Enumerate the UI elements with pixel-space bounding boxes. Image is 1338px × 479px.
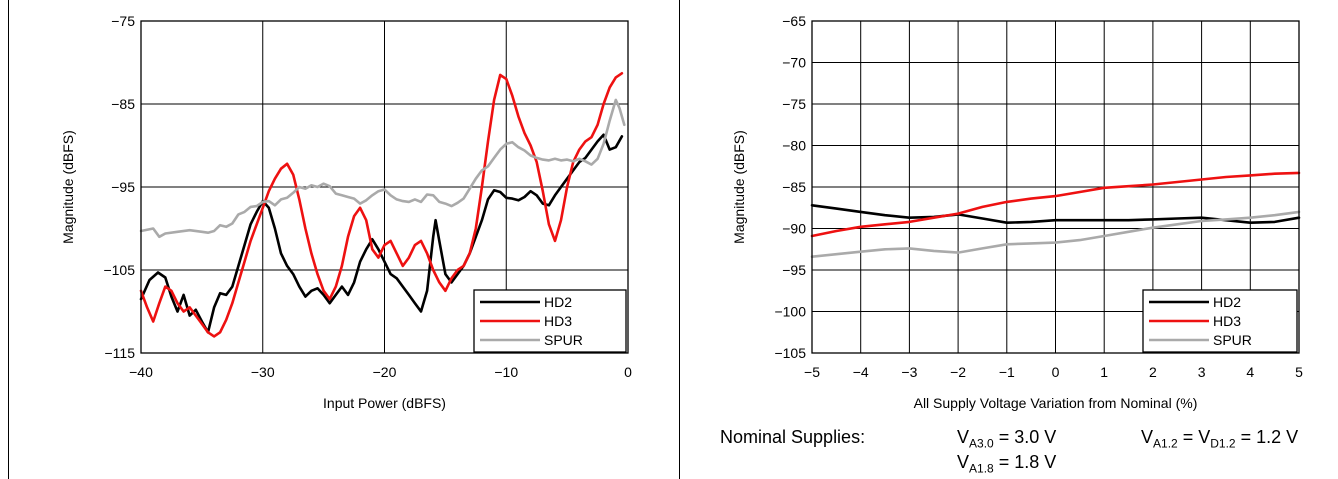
- supply-d12-symbol: = V: [1177, 427, 1211, 447]
- right-y-axis-label: Magnitude (dBFS): [731, 130, 747, 244]
- supply-a12-subscript: A1.2: [1153, 436, 1178, 451]
- right-series-hd3-line: [810, 171, 1301, 238]
- left-legend-label-hd3: HD3: [544, 313, 572, 329]
- right-y-tick-label: −85: [782, 179, 806, 195]
- left-x-tick-label: −30: [251, 364, 275, 380]
- supply-d12-subscript: D1.2: [1210, 436, 1236, 451]
- supply-a18-symbol: V: [957, 452, 970, 472]
- right-x-tick-label: 2: [1149, 364, 1157, 380]
- right-y-tick-label: −90: [782, 221, 806, 237]
- right-y-tick-label: −105: [774, 345, 806, 361]
- left-x-tick-label: −10: [494, 364, 518, 380]
- right-legend-label-hd3: HD3: [1213, 313, 1241, 329]
- right-x-tick-label: −2: [950, 364, 966, 380]
- right-series-spur-line: [810, 210, 1301, 258]
- right-y-tick-label: −80: [782, 138, 806, 154]
- left-y-tick-label: −95: [111, 179, 135, 195]
- left-legend-box: [473, 289, 627, 353]
- nominal-supplies-text: Nominal Supplies:: [720, 427, 866, 447]
- left-y-tick-label: −115: [105, 345, 136, 361]
- left-frame-border: [8, 0, 9, 479]
- left-chart: −40 −30 −20 −10 0 −115 −105 −95 −85 −75 Input Powe…: [60, 13, 632, 411]
- supply-a12-value: = 1.2 V: [1235, 427, 1299, 447]
- supply-a30: VA3.0 = 3.0 V: [957, 427, 1056, 451]
- supply-a18: VA1.8 = 1.8 V: [957, 452, 1056, 476]
- right-y-tick-label: −70: [782, 55, 806, 71]
- left-plot-border: [140, 20, 629, 354]
- right-x-tick-label: −4: [853, 364, 869, 380]
- right-plot-border: [811, 20, 1300, 354]
- right-legend-label-hd2: HD2: [1213, 294, 1241, 310]
- right-y-tick-label: −100: [774, 304, 806, 320]
- left-y-axis-label: Magnitude (dBFS): [60, 130, 76, 244]
- supply-a30-subscript: A3.0: [969, 436, 994, 451]
- left-series-hd2-line: [139, 133, 624, 334]
- right-x-tick-label: 5: [1295, 364, 1303, 380]
- left-series-spur-line: [139, 98, 626, 239]
- right-x-tick-label: 4: [1246, 364, 1254, 380]
- right-y-tick-label: −75: [782, 96, 806, 112]
- supply-a30-value: = 3.0 V: [993, 427, 1057, 447]
- left-y-tick-label: −105: [103, 262, 135, 278]
- right-chart: −5 −4 −3 −2 −1 0 1 2 3 4 5 −105 −100 −95 −90 −85 −80 −75 −…: [731, 13, 1303, 411]
- supply-a18-subscript: A1.8: [969, 461, 994, 476]
- right-y-tick-label: −95: [782, 262, 806, 278]
- center-frame-divider: [679, 0, 680, 479]
- supply-a30-symbol: V: [957, 427, 970, 447]
- left-series-hd3-line: [139, 72, 624, 338]
- right-x-axis-label: All Supply Voltage Variation from Nomina…: [914, 395, 1198, 411]
- right-x-tick-label: −1: [999, 364, 1015, 380]
- left-x-axis-label: Input Power (dBFS): [323, 395, 446, 411]
- right-x-tick-label: 0: [1052, 364, 1060, 380]
- supply-a12-d12: VA1.2 = VD1.2 = 1.2 V: [1141, 427, 1298, 451]
- left-x-tick-label: 0: [624, 364, 632, 380]
- left-x-tick-label: −40: [129, 364, 153, 380]
- left-y-tick-label: −75: [111, 13, 135, 29]
- nominal-supplies-label: Nominal Supplies:: [720, 427, 865, 448]
- right-x-tick-label: −5: [804, 364, 820, 380]
- supply-a18-value: = 1.8 V: [993, 452, 1057, 472]
- left-legend-label-hd2: HD2: [544, 294, 572, 310]
- right-x-tick-label: 1: [1100, 364, 1108, 380]
- left-x-tick-label: −20: [373, 364, 397, 380]
- left-y-tick-label: −85: [111, 96, 135, 112]
- right-x-tick-label: 3: [1198, 364, 1206, 380]
- left-legend-label-spur: SPUR: [544, 332, 583, 348]
- right-y-tick-label: −65: [782, 13, 806, 29]
- supply-a12-symbol: V: [1141, 427, 1154, 447]
- right-x-tick-label: −3: [901, 364, 917, 380]
- right-legend-label-spur: SPUR: [1213, 332, 1252, 348]
